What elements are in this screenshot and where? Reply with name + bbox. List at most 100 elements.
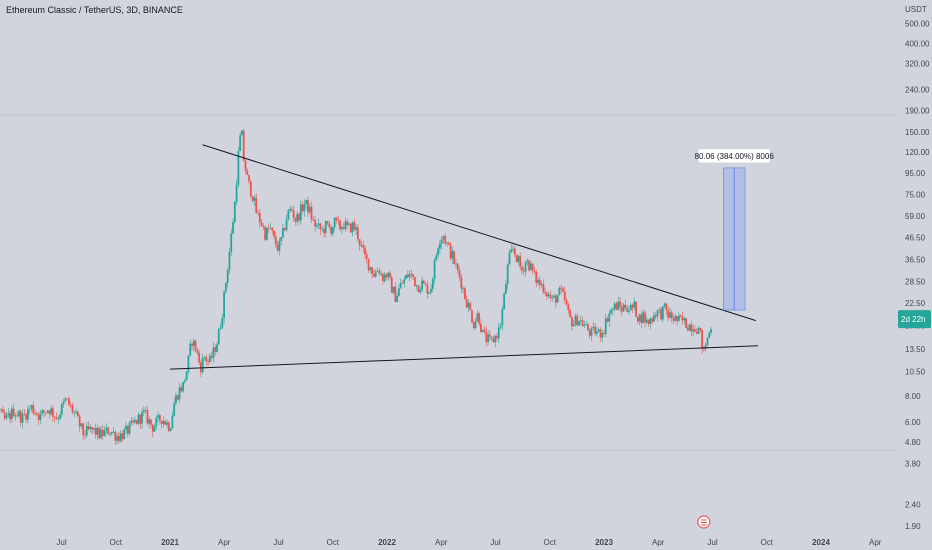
candle-body (635, 301, 638, 317)
candle-body (66, 398, 69, 400)
candle-body (558, 287, 561, 296)
candle-body (522, 270, 525, 272)
candle-body (216, 344, 218, 352)
candle-body (387, 272, 390, 278)
candle-body (191, 343, 193, 346)
candle-body (654, 315, 657, 317)
candle-body (274, 236, 277, 245)
candle-body (408, 273, 411, 278)
trendlines[interactable] (169, 144, 759, 370)
candle-body (248, 175, 250, 182)
candle-body (100, 429, 102, 439)
candle-body (78, 416, 81, 427)
candle-body (176, 395, 179, 400)
x-tick-label: Apr (869, 538, 882, 547)
candle-body (130, 420, 133, 424)
candle-body (208, 355, 211, 362)
candle-body (333, 217, 336, 228)
candle-body (578, 321, 580, 326)
candle-body (3, 412, 6, 419)
candle-body (182, 381, 184, 392)
candle-body (396, 295, 399, 303)
candle-body (175, 395, 177, 404)
price-axis[interactable]: USDT 500.00 400.00 320.00 240.00 190.00 150.0… (898, 5, 931, 531)
candle-body (414, 277, 416, 287)
candle-body (162, 421, 165, 424)
y-tick-label: 46.50 (905, 233, 926, 242)
candle-body (585, 324, 588, 325)
candle-body (98, 427, 101, 439)
candle-body (117, 436, 120, 442)
candle-body (458, 270, 461, 278)
candle-body (101, 429, 104, 436)
candle-body (160, 420, 163, 424)
candle-body (323, 228, 325, 234)
event-markers[interactable] (697, 515, 711, 529)
x-tick-label: Jul (56, 538, 66, 547)
measure-label-box (697, 148, 771, 164)
candle-body (435, 255, 438, 260)
candle-body (201, 358, 204, 373)
candle-body (319, 223, 322, 230)
candle-body (303, 203, 306, 212)
candle-body (35, 413, 38, 415)
candle-body (276, 244, 279, 251)
candle-body (64, 398, 67, 402)
candle-body (41, 410, 44, 414)
candle-body (389, 272, 391, 278)
candle-body (187, 355, 190, 372)
candle-body (50, 408, 52, 415)
candle-body (579, 320, 582, 322)
candle-body (324, 221, 327, 234)
y-tick-label: 4.80 (905, 438, 921, 447)
candle-body (403, 279, 406, 284)
price-range-measure[interactable]: 80.06 (384.00%) 8006 (695, 148, 775, 311)
candle-body (155, 417, 158, 426)
candle-body (638, 314, 641, 322)
candle-body (410, 273, 413, 275)
candle-body (232, 222, 234, 234)
y-tick-label: 22.50 (905, 299, 926, 308)
candle-body (471, 310, 473, 323)
candle-body (258, 213, 261, 223)
candle-body (472, 322, 475, 329)
x-tick-label: 2023 (595, 538, 613, 547)
candle-body (603, 333, 605, 335)
measure-label: 80.06 (384.00%) 8006 (695, 152, 775, 161)
candle-body (285, 219, 288, 231)
candle-body (394, 286, 397, 303)
candle-body (508, 252, 511, 265)
candle-body (421, 280, 423, 290)
candle-body (422, 280, 425, 284)
candle-body (399, 283, 402, 289)
candle-body (94, 428, 97, 435)
candle-body (335, 217, 338, 220)
time-axis[interactable]: Jul Oct 2021 Apr Jul Oct 2022 Apr Jul Oct 2023 Apr J… (56, 538, 881, 547)
candle-body (506, 264, 509, 284)
candle-body (440, 239, 443, 244)
candle-body (299, 204, 302, 221)
candle-body (708, 332, 711, 338)
candle-body (642, 312, 645, 323)
candle-body (164, 421, 167, 425)
candle-body (110, 431, 113, 434)
y-tick-label: 3.80 (905, 459, 921, 468)
candle-body (226, 270, 229, 284)
candle-body (96, 427, 99, 435)
candle-body (505, 283, 507, 294)
candle-body (390, 277, 393, 293)
candle-body (37, 414, 40, 420)
y-tick-label: 10.50 (905, 368, 926, 377)
candle-body (126, 425, 129, 434)
candle-body (456, 263, 459, 271)
candle-body (317, 223, 320, 225)
candle-body (369, 267, 372, 271)
flag-icon-stripes (700, 519, 707, 526)
chart-title: Ethereum Classic / TetherUS, 3D, BINANCE (6, 5, 183, 15)
candle-body (483, 329, 486, 332)
candle-body (290, 208, 293, 211)
candle-body (353, 222, 356, 230)
candle-body (397, 288, 400, 296)
